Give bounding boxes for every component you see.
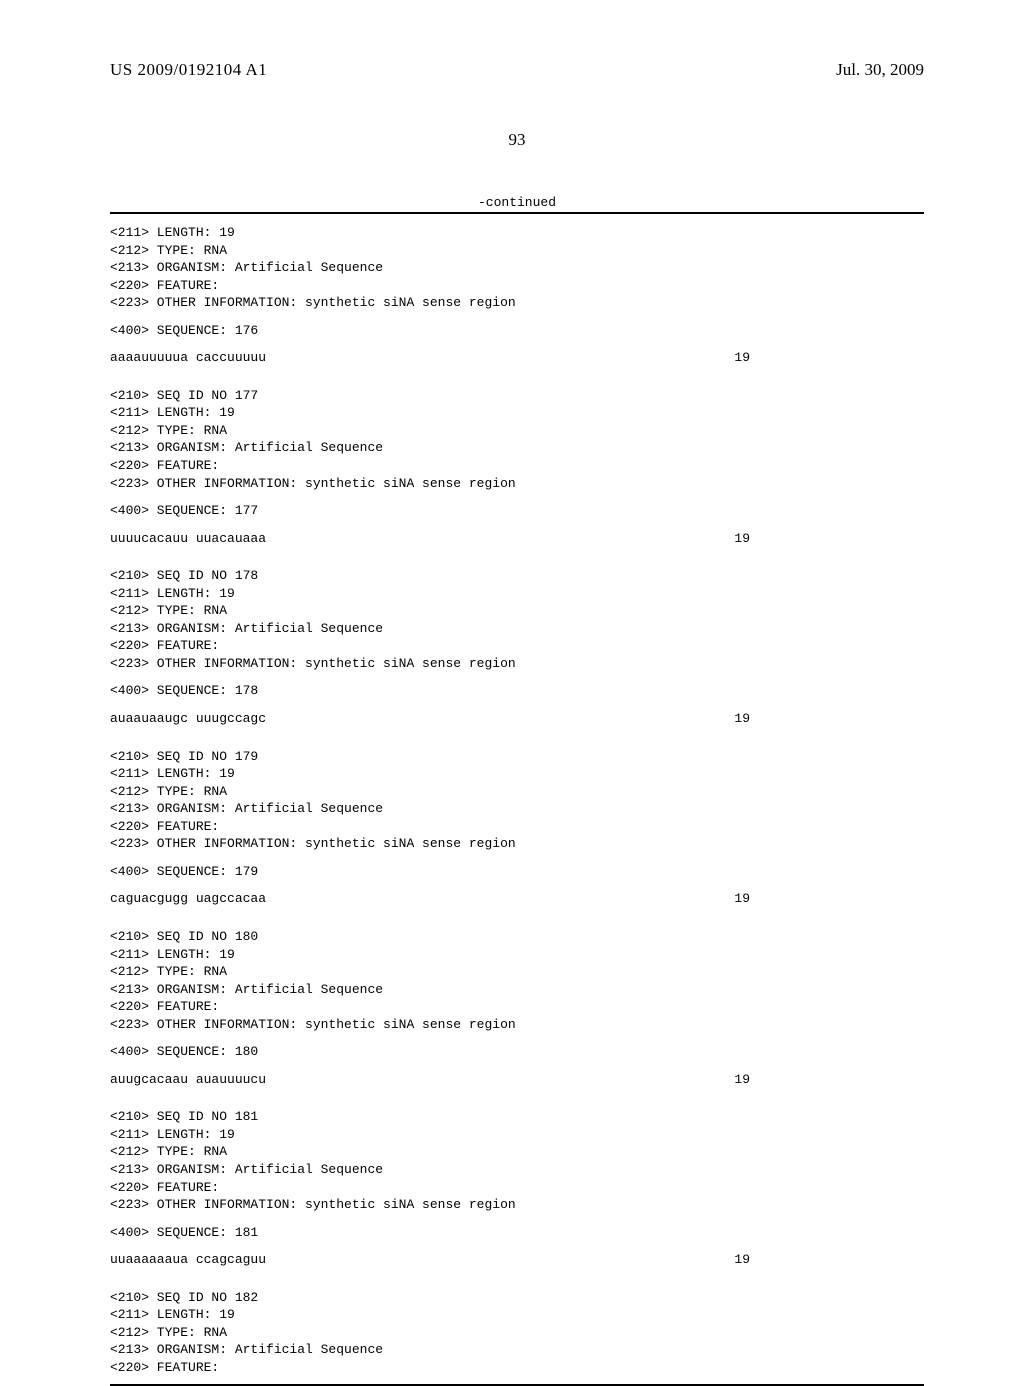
spacer [110,520,924,530]
seq-meta-line: <210> SEQ ID NO 181 [110,1108,924,1126]
sequence-block: <210> SEQ ID NO 182<211> LENGTH: 19<212>… [110,1289,924,1377]
seq-meta-line: <210> SEQ ID NO 178 [110,567,924,585]
sequence-block: <210> SEQ ID NO 178<211> LENGTH: 19<212>… [110,567,924,727]
sequence-label: <400> SEQUENCE: 180 [110,1043,924,1061]
seq-meta-line: <223> OTHER INFORMATION: synthetic siNA … [110,835,924,853]
seq-meta-line: <212> TYPE: RNA [110,963,924,981]
sequence-line: auaauaaugc uuugccagc 19 [110,710,750,728]
sequence-length: 19 [734,1251,750,1269]
seq-meta-line: <210> SEQ ID NO 177 [110,387,924,405]
seq-meta-line: <212> TYPE: RNA [110,1324,924,1342]
seq-meta-line: <211> LENGTH: 19 [110,585,924,603]
spacer [110,853,924,863]
seq-meta-line: <220> FEATURE: [110,1359,924,1377]
sequence-label: <400> SEQUENCE: 176 [110,322,924,340]
seq-meta-line: <213> ORGANISM: Artificial Sequence [110,981,924,999]
publication-date: Jul. 30, 2009 [836,60,924,80]
seq-meta-line: <223> OTHER INFORMATION: synthetic siNA … [110,1016,924,1034]
sequence-text: aaaauuuuua caccuuuuu [110,349,266,367]
page-header: US 2009/0192104 A1 Jul. 30, 2009 [110,60,924,80]
sequence-label: <400> SEQUENCE: 179 [110,863,924,881]
sequence-block: <211> LENGTH: 19<212> TYPE: RNA<213> ORG… [110,224,924,367]
spacer [110,492,924,502]
seq-meta-line: <223> OTHER INFORMATION: synthetic siNA … [110,1196,924,1214]
sequence-text: caguacgugg uagccacaa [110,890,266,908]
sequence-label: <400> SEQUENCE: 177 [110,502,924,520]
sequence-block: <210> SEQ ID NO 179<211> LENGTH: 19<212>… [110,748,924,908]
seq-meta-line: <223> OTHER INFORMATION: synthetic siNA … [110,294,924,312]
seq-meta-line: <211> LENGTH: 19 [110,765,924,783]
seq-meta-line: <210> SEQ ID NO 179 [110,748,924,766]
seq-meta-line: <213> ORGANISM: Artificial Sequence [110,1341,924,1359]
publication-number: US 2009/0192104 A1 [110,60,267,80]
sequence-length: 19 [734,710,750,728]
spacer [110,339,924,349]
seq-meta-line: <220> FEATURE: [110,637,924,655]
spacer [110,1061,924,1071]
seq-meta-line: <213> ORGANISM: Artificial Sequence [110,800,924,818]
page-container: US 2009/0192104 A1 Jul. 30, 2009 93 -con… [0,0,1024,1320]
seq-meta-line: <211> LENGTH: 19 [110,1306,924,1324]
sequence-block: <210> SEQ ID NO 177<211> LENGTH: 19<212>… [110,387,924,547]
sequence-length: 19 [734,890,750,908]
seq-meta-line: <213> ORGANISM: Artificial Sequence [110,1161,924,1179]
sequence-line: aaaauuuuua caccuuuuu 19 [110,349,750,367]
divider-top [110,212,924,214]
seq-meta-line: <210> SEQ ID NO 182 [110,1289,924,1307]
seq-meta-line: <220> FEATURE: [110,277,924,295]
seq-meta-line: <220> FEATURE: [110,998,924,1016]
seq-meta-line: <211> LENGTH: 19 [110,946,924,964]
sequence-length: 19 [734,530,750,548]
seq-meta-line: <212> TYPE: RNA [110,602,924,620]
seq-meta-line: <213> ORGANISM: Artificial Sequence [110,439,924,457]
seq-meta-line: <213> ORGANISM: Artificial Sequence [110,259,924,277]
sequence-text: uuaaaaaaua ccagcaguu [110,1251,266,1269]
seq-meta-line: <223> OTHER INFORMATION: synthetic siNA … [110,655,924,673]
sequence-line: caguacgugg uagccacaa 19 [110,890,750,908]
sequence-text: auaauaaugc uuugccagc [110,710,266,728]
sequence-line: auugcacaau auauuuucu 19 [110,1071,750,1089]
seq-meta-line: <212> TYPE: RNA [110,783,924,801]
seq-meta-line: <220> FEATURE: [110,818,924,836]
spacer [110,312,924,322]
spacer [110,880,924,890]
spacer [110,1214,924,1224]
seq-meta-line: <220> FEATURE: [110,457,924,475]
sequence-length: 19 [734,349,750,367]
sequence-block: <210> SEQ ID NO 181<211> LENGTH: 19<212>… [110,1108,924,1268]
spacer [110,1241,924,1251]
continued-label: -continued [110,195,924,210]
spacer [110,700,924,710]
seq-meta-line: <211> LENGTH: 19 [110,1126,924,1144]
seq-meta-line: <212> TYPE: RNA [110,1143,924,1161]
seq-meta-line: <220> FEATURE: [110,1179,924,1197]
seq-meta-line: <212> TYPE: RNA [110,422,924,440]
spacer [110,672,924,682]
seq-meta-line: <210> SEQ ID NO 180 [110,928,924,946]
page-number: 93 [110,130,924,150]
seq-meta-line: <211> LENGTH: 19 [110,404,924,422]
seq-meta-line: <223> OTHER INFORMATION: synthetic siNA … [110,475,924,493]
sequence-text: auugcacaau auauuuucu [110,1071,266,1089]
sequence-listing: <211> LENGTH: 19<212> TYPE: RNA<213> ORG… [110,224,924,1376]
sequence-line: uuaaaaaaua ccagcaguu 19 [110,1251,750,1269]
sequence-line: uuuucacauu uuacauaaa 19 [110,530,750,548]
seq-meta-line: <213> ORGANISM: Artificial Sequence [110,620,924,638]
seq-meta-line: <212> TYPE: RNA [110,242,924,260]
sequence-text: uuuucacauu uuacauaaa [110,530,266,548]
sequence-block: <210> SEQ ID NO 180<211> LENGTH: 19<212>… [110,928,924,1088]
spacer [110,1033,924,1043]
sequence-length: 19 [734,1071,750,1089]
sequence-label: <400> SEQUENCE: 178 [110,682,924,700]
sequence-label: <400> SEQUENCE: 181 [110,1224,924,1242]
seq-meta-line: <211> LENGTH: 19 [110,224,924,242]
